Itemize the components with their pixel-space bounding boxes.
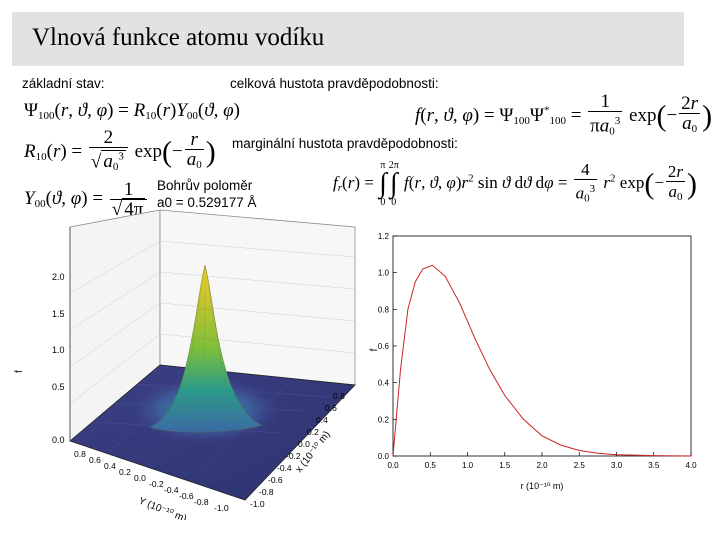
y-tick: 0.0 [134,473,146,483]
y-tick-label: 0.4 [378,379,390,388]
x-tick-label: 1.5 [499,461,511,470]
x-tick: -0.2 [286,451,301,461]
x-tick: 0.4 [316,415,328,425]
x-tick-label: 2.5 [574,461,586,470]
y-tick: 0.8 [74,449,86,459]
y-tick-label: 0.0 [378,452,390,461]
slide-title: Vlnová funkce atomu vodíku [32,24,325,51]
y-tick: -0.2 [149,479,164,489]
x-tick-label: 1.0 [462,461,474,470]
y-tick-label: 0.6 [378,342,390,351]
y-tick-label: 1.0 [378,269,390,278]
z-tick: 0.5 [52,382,65,392]
radial-equation: R10(r) = 2 √ a03 exp(− r a0) [24,127,216,174]
z-tick: 1.5 [52,309,65,319]
y-tick-label: 0.8 [378,305,390,314]
chart-frame [392,235,692,457]
marginal-curve [392,264,692,457]
density-equation: f(r, ϑ, φ) = Ψ100Ψ*100 = 1 πa03 exp(− 2r a0… [415,91,713,138]
total-density-label: celková hustota pravděpodobnosti: [230,76,439,91]
y-tick: -0.4 [164,485,179,495]
y-tick: 0.2 [119,467,131,477]
title-bar: Vlnová funkce atomu vodíku [12,12,684,66]
surface-plot: 0.0 0.5 1.0 1.5 2.0 f 0.8 0.6 0.4 0.2 0.… [14,209,356,520]
bohr-radius-label: Bohrův poloměr [157,178,253,193]
x-tick: 0.2 [307,427,319,437]
x-tick-label: 0.0 [387,461,399,470]
harmonic-equation: Y00(ϑ, φ) = 1 √ 4π [24,180,149,220]
x-tick: -0.6 [268,475,283,485]
y-ticks: 0.0 0.2 0.4 0.6 0.8 1.0 1.2 [378,232,397,461]
x-tick: -1.0 [250,499,265,509]
y-tick: -0.6 [179,491,194,501]
y-tick: 0.6 [89,455,101,465]
marginal-density-chart: 0.0 0.5 1.0 1.5 2.0 2.5 3.0 3.5 4.0 0.0 0.2 0.4 0.6… [369,232,697,491]
y-tick: -1.0 [214,503,229,513]
z-axis-label: f [14,370,25,373]
x-ticks: 0.0 0.5 1.0 1.5 2.0 2.5 3.0 3.5 4.0 [387,452,697,470]
marginal-density-label: marginální hustota pravděpodobnosti: [232,136,458,151]
x-tick: 0.8 [333,391,345,401]
peak-mesh [179,264,233,429]
marginal-equation: fr(r) = π ∫ 0 2π ∫ 0 f(r, ϑ, φ)r2 sin ϑ dϑ dφ… [333,160,698,209]
x-tick: 0.0 [298,439,310,449]
ground-state-label: základní stav: [22,76,105,91]
x-tick-label: 0.5 [425,461,437,470]
wall-grid [69,240,356,405]
wavefunction-equation: Ψ100(r, ϑ, φ) = R10(r)Y00(ϑ, φ) [24,100,240,122]
x-tick: -0.4 [277,463,292,473]
bohr-radius-value: a0 = 0.529177 Å [157,195,257,210]
y-tick-label: 1.2 [378,232,390,241]
x-tick-label: 2.0 [536,461,548,470]
z-axis: 0.0 0.5 1.0 1.5 2.0 f [14,227,71,445]
z-tick: 2.0 [52,272,65,282]
x-tick: 0.6 [325,403,337,413]
y-tick-label: 0.2 [378,415,390,424]
x-tick-label: 3.5 [648,461,660,470]
z-tick: 0.0 [52,435,65,445]
probability-peak [149,264,263,433]
chart-y-label: f [369,348,380,351]
x-tick: -0.8 [259,487,274,497]
z-tick: 1.0 [52,345,65,355]
x-tick-label: 4.0 [685,461,697,470]
y-tick: -0.8 [194,497,209,507]
x-tick-label: 3.0 [611,461,623,470]
chart-x-label: r (10⁻¹⁰ m) [521,481,564,491]
y-tick: 0.4 [104,461,116,471]
